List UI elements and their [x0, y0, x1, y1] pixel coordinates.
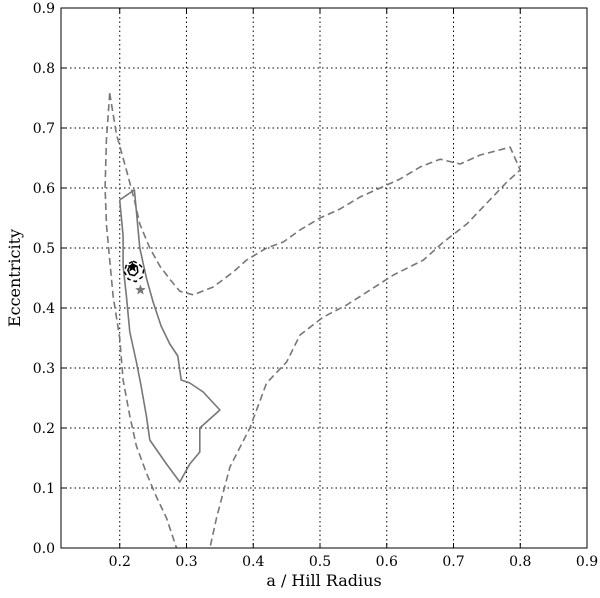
x-tick-label: 0.9 [576, 554, 598, 570]
x-tick-label: 0.6 [376, 554, 398, 570]
x-tick-label: 0.7 [442, 554, 464, 570]
y-tick-label: 0.0 [33, 541, 55, 557]
x-tick-label: 0.3 [175, 554, 197, 570]
grid-lines [61, 7, 588, 549]
contour-line-3 [118, 189, 221, 483]
y-tick-label: 0.6 [33, 181, 55, 197]
x-tick-label: 0.4 [242, 554, 264, 570]
x-tick-label: 0.5 [309, 554, 331, 570]
y-tick-label: 0.9 [33, 1, 55, 17]
x-tick-label: 0.2 [109, 554, 131, 570]
axis-ticks: 0.2 0.3 0.4 0.5 0.6 0.7 0.8 0.9 0.0 0.1 0.2 0.3 0.4 0… [33, 1, 598, 570]
y-tick-label: 0.2 [33, 421, 55, 437]
x-tick-label: 0.8 [509, 554, 531, 570]
star-marker-1 [126, 261, 138, 272]
y-tick-label: 0.4 [33, 301, 55, 317]
y-tick-label: 0.7 [33, 121, 55, 137]
star-marker-2 [135, 284, 146, 295]
contour-line-1 [108, 93, 522, 549]
plot-frame [60, 7, 588, 549]
star-markers [126, 261, 146, 295]
contour-line-2 [104, 93, 178, 549]
contour-line-4 [123, 260, 145, 283]
y-tick-label: 0.1 [33, 481, 55, 497]
y-tick-label: 0.8 [33, 61, 55, 77]
y-tick-label: 0.5 [33, 241, 55, 257]
y-axis-title: Eccentricity [5, 229, 24, 327]
y-tick-label: 0.3 [33, 361, 55, 377]
x-axis-title: a / Hill Radius [266, 571, 381, 590]
